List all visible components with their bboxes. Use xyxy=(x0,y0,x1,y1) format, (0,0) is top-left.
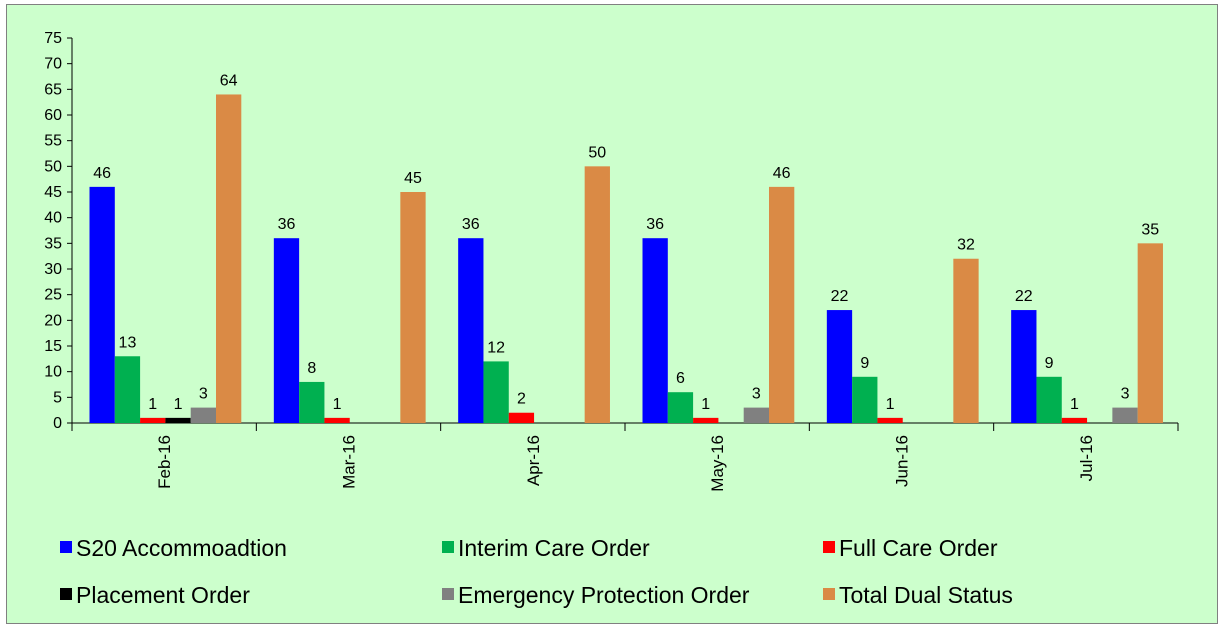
y-tick-label: 55 xyxy=(44,133,62,150)
bar xyxy=(877,417,903,423)
data-label: 6 xyxy=(676,370,685,387)
bar xyxy=(852,376,878,423)
bar xyxy=(458,238,484,423)
y-tick-label: 25 xyxy=(44,287,62,304)
data-label: 1 xyxy=(174,396,183,413)
y-tick-label: 10 xyxy=(44,364,62,381)
bar xyxy=(508,412,535,423)
bar xyxy=(1137,243,1163,423)
data-label: 1 xyxy=(701,396,710,413)
data-label: 1 xyxy=(886,396,895,413)
x-tick-label: Jun-16 xyxy=(893,435,912,487)
data-label: 3 xyxy=(199,386,208,403)
legend-swatch xyxy=(823,541,835,553)
axes: 0 5 10 15 20 25 30 35 40 45 50 55 60 65 70 75 Feb-16 Mar-… xyxy=(44,30,1179,492)
legend-swatch xyxy=(442,541,454,553)
bar xyxy=(584,166,610,424)
legend-swatch xyxy=(823,588,835,600)
legend: S20 Accommoadtion Interim Care Order Full … xyxy=(60,535,1013,608)
data-label: 1 xyxy=(148,396,157,413)
bar xyxy=(165,417,191,423)
bar xyxy=(299,381,325,423)
y-tick-label: 5 xyxy=(53,389,62,406)
legend-label: Full Care Order xyxy=(839,535,998,561)
bar xyxy=(826,310,853,423)
data-label: 45 xyxy=(404,170,422,187)
bar xyxy=(769,186,795,423)
x-tick-label: Feb-16 xyxy=(155,435,174,489)
y-tick-label: 75 xyxy=(44,30,62,47)
bars xyxy=(89,94,1163,424)
bar xyxy=(743,407,769,423)
data-label: 46 xyxy=(773,165,791,182)
bar xyxy=(89,186,115,423)
data-label: 36 xyxy=(278,216,296,233)
data-label: 9 xyxy=(1045,355,1054,372)
x-tick-label: Jul-16 xyxy=(1077,435,1096,481)
data-label: 2 xyxy=(517,391,526,408)
y-tick-label: 30 xyxy=(44,261,62,278)
data-label: 22 xyxy=(1015,288,1033,305)
legend-label: S20 Accommoadtion xyxy=(76,535,287,561)
x-tick-label: Mar-16 xyxy=(340,435,359,489)
data-label: 1 xyxy=(1070,396,1079,413)
y-tick-label: 35 xyxy=(44,235,62,252)
legend-swatch xyxy=(60,541,72,553)
y-tick-label: 20 xyxy=(44,312,62,329)
bar xyxy=(273,238,300,423)
data-label: 46 xyxy=(93,165,111,182)
legend-label: Placement Order xyxy=(76,582,250,608)
bar xyxy=(216,94,242,423)
data-label: 8 xyxy=(307,360,316,377)
bar xyxy=(114,356,141,423)
bar xyxy=(1112,407,1138,423)
x-tick-label: May-16 xyxy=(708,435,727,492)
data-label: 13 xyxy=(119,334,137,351)
bar xyxy=(140,417,166,423)
y-tick-label: 50 xyxy=(44,158,62,175)
bar xyxy=(1011,310,1037,423)
bar xyxy=(324,417,350,423)
data-label: 35 xyxy=(1141,221,1159,238)
bar xyxy=(693,417,719,423)
bar xyxy=(1061,417,1088,423)
legend-label: Emergency Protection Order xyxy=(458,582,750,608)
bar xyxy=(190,407,216,423)
data-label: 12 xyxy=(487,339,505,356)
y-tick-label: 15 xyxy=(44,338,62,355)
bar xyxy=(667,392,694,423)
data-label: 3 xyxy=(1121,386,1130,403)
data-label: 32 xyxy=(957,237,975,254)
legend-label: Interim Care Order xyxy=(458,535,650,561)
y-tick-label: 65 xyxy=(44,81,62,98)
bar xyxy=(483,361,509,423)
bar xyxy=(1036,376,1062,423)
y-tick-label: 0 xyxy=(53,415,62,432)
data-label: 64 xyxy=(220,72,238,89)
bar xyxy=(953,258,979,423)
y-tick-label: 60 xyxy=(44,107,62,124)
x-tick-label: Apr-16 xyxy=(524,435,543,486)
data-label: 50 xyxy=(588,144,606,161)
y-tick-label: 40 xyxy=(44,210,62,227)
bar xyxy=(642,238,668,423)
y-tick-label: 45 xyxy=(44,184,62,201)
legend-swatch xyxy=(60,588,72,600)
data-label: 9 xyxy=(860,355,869,372)
y-tick-label: 70 xyxy=(44,56,62,73)
data-label: 1 xyxy=(333,396,342,413)
data-label: 36 xyxy=(462,216,480,233)
data-label: 36 xyxy=(646,216,664,233)
bar xyxy=(400,192,426,423)
legend-swatch xyxy=(442,588,454,600)
data-label: 22 xyxy=(831,288,849,305)
legend-label: Total Dual Status xyxy=(839,582,1013,608)
data-label: 3 xyxy=(752,386,761,403)
